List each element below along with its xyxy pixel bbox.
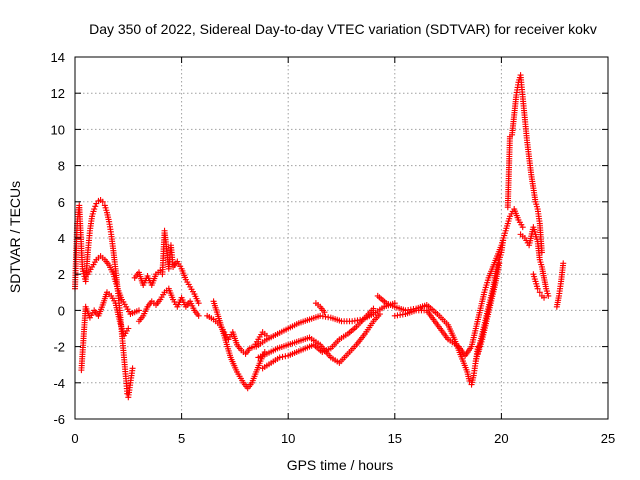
x-tick-label: 15 — [388, 431, 402, 446]
y-tick-label: 6 — [58, 195, 65, 210]
series-sat-track-i — [255, 311, 383, 366]
data-points — [72, 72, 567, 401]
x-tick-label: 10 — [281, 431, 295, 446]
data-point — [545, 292, 552, 299]
data-point — [534, 285, 541, 292]
data-point — [282, 353, 289, 360]
chart-title: Day 350 of 2022, Sidereal Day-to-day VTE… — [89, 21, 597, 37]
data-point — [279, 353, 286, 360]
series-sat-track-k — [312, 300, 328, 316]
series-sat-track-e — [135, 285, 202, 325]
series-sat-track-q — [517, 224, 552, 299]
series-sat-track-s — [553, 260, 567, 310]
y-tick-label: 2 — [58, 267, 65, 282]
data-point — [541, 294, 548, 301]
y-tick-label: -2 — [53, 340, 65, 355]
series-sat-track-g — [210, 298, 268, 392]
data-point — [276, 354, 283, 361]
data-point — [125, 325, 132, 332]
data-point — [496, 260, 503, 267]
series-sat-track-c — [78, 289, 132, 374]
x-tick-label: 20 — [494, 431, 508, 446]
data-point — [92, 203, 99, 210]
series-sat-track-b — [84, 253, 142, 318]
data-point — [376, 311, 383, 318]
x-tick-label: 5 — [178, 431, 185, 446]
series-sat-track-d — [131, 227, 202, 307]
y-tick-label: 8 — [58, 159, 65, 174]
y-tick-label: 10 — [51, 122, 65, 137]
data-point — [500, 235, 507, 241]
y-tick-label: -4 — [53, 376, 65, 391]
y-tick-label: -6 — [53, 412, 65, 427]
data-point — [560, 260, 567, 267]
series-sat-track-o — [474, 260, 503, 357]
data-point — [195, 312, 202, 319]
data-point — [135, 307, 142, 314]
y-axis-label: SDTVAR / TECUs — [7, 181, 23, 293]
y-tick-label: 4 — [58, 231, 65, 246]
y-tick-label: 14 — [51, 50, 65, 65]
data-point — [321, 309, 328, 316]
data-point — [519, 224, 526, 231]
series-sat-track-m — [391, 206, 526, 359]
series-sat-track-r — [530, 271, 548, 301]
data-point — [195, 300, 202, 307]
x-tick-label: 25 — [601, 431, 615, 446]
data-point — [370, 305, 377, 312]
data-point — [91, 206, 98, 213]
series-sat-track-p — [504, 72, 545, 256]
data-point — [466, 377, 473, 384]
y-tick-label: 0 — [58, 303, 65, 318]
data-point — [99, 198, 106, 205]
data-point — [129, 365, 136, 372]
x-tick-label: 0 — [71, 431, 78, 446]
axis-ticks: 0 5 10 15 20 25 -6 -4 -2 0 2 4 6 8 10 12 14 — [51, 50, 616, 446]
series-sat-track-j — [259, 305, 377, 372]
y-tick-label: 12 — [51, 86, 65, 101]
data-point — [536, 289, 543, 296]
series-sat-track-h — [253, 300, 398, 350]
x-axis-label: GPS time / hours — [287, 457, 394, 473]
